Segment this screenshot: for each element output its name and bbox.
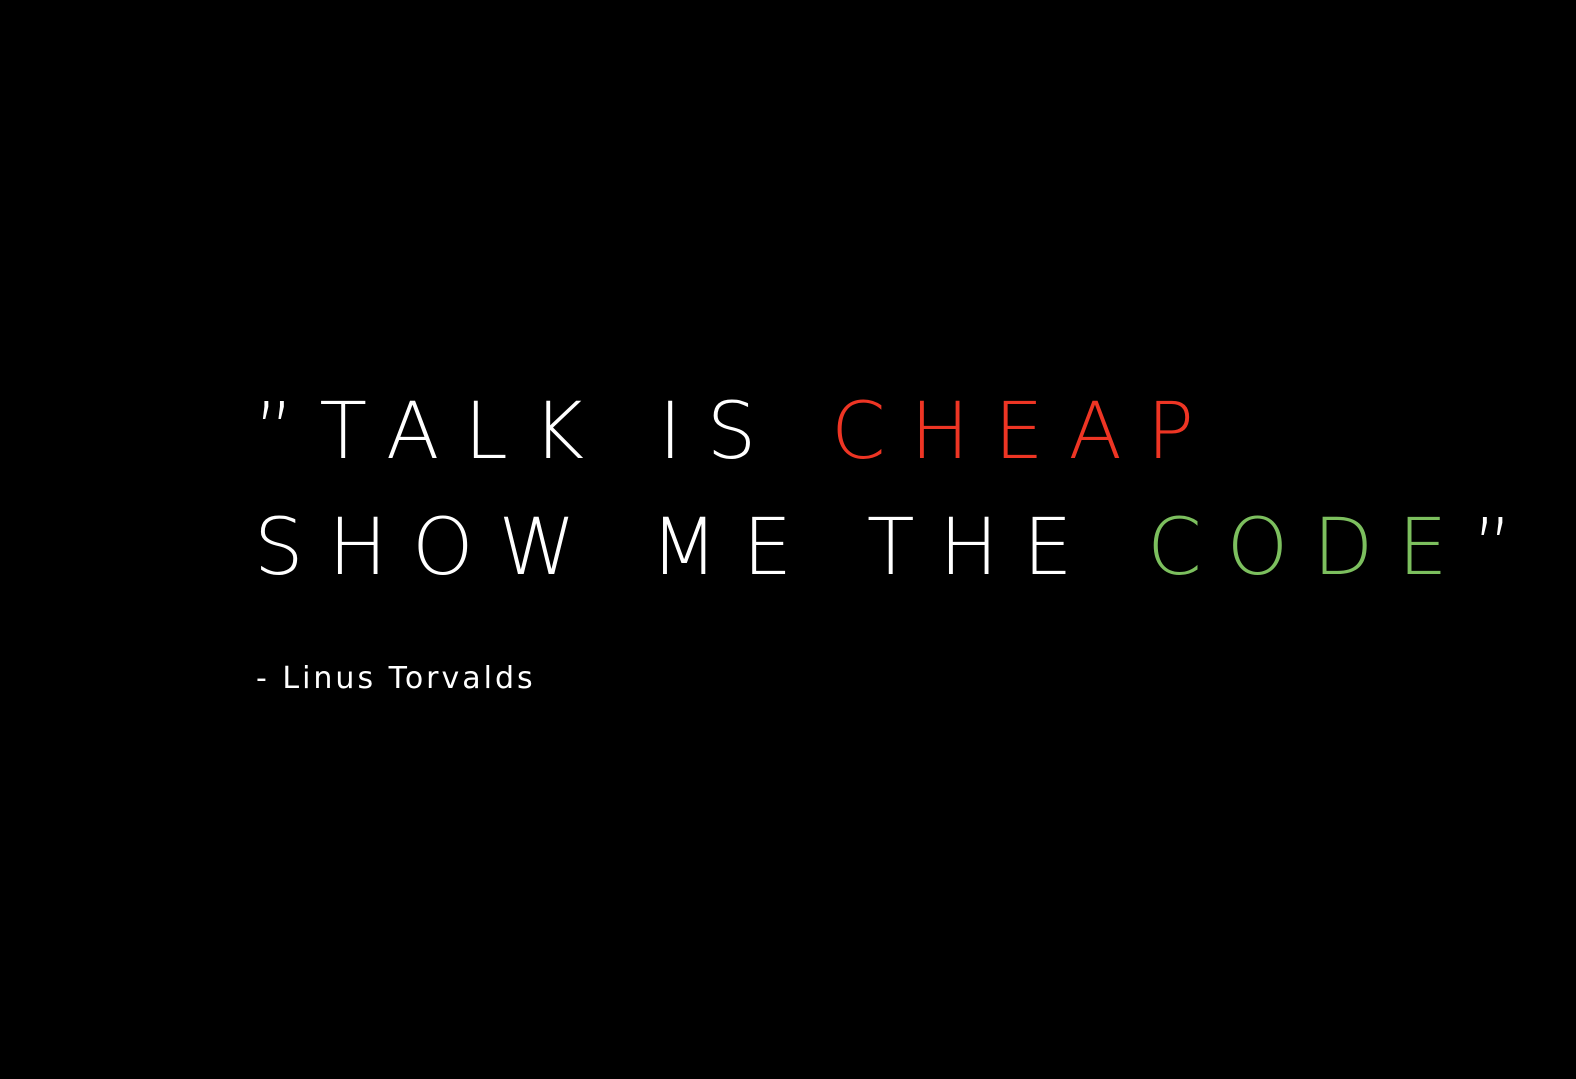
- quote-line-2: SHOW ME THE CODE”: [254, 509, 1538, 587]
- close-quote-mark: ”: [1472, 503, 1538, 593]
- quote-word-code: CODE: [1147, 503, 1473, 593]
- quote-word-cheap: CHEAP: [831, 387, 1219, 477]
- quote-attribution: - Linus Torvalds: [256, 661, 536, 696]
- quote-line-1: ”TALK IS CHEAP: [254, 393, 1219, 471]
- quote-text-talk-is: TALK IS: [319, 387, 832, 477]
- quote-text-show-me-the: SHOW ME THE: [254, 503, 1148, 593]
- open-quote-mark: ”: [254, 387, 320, 477]
